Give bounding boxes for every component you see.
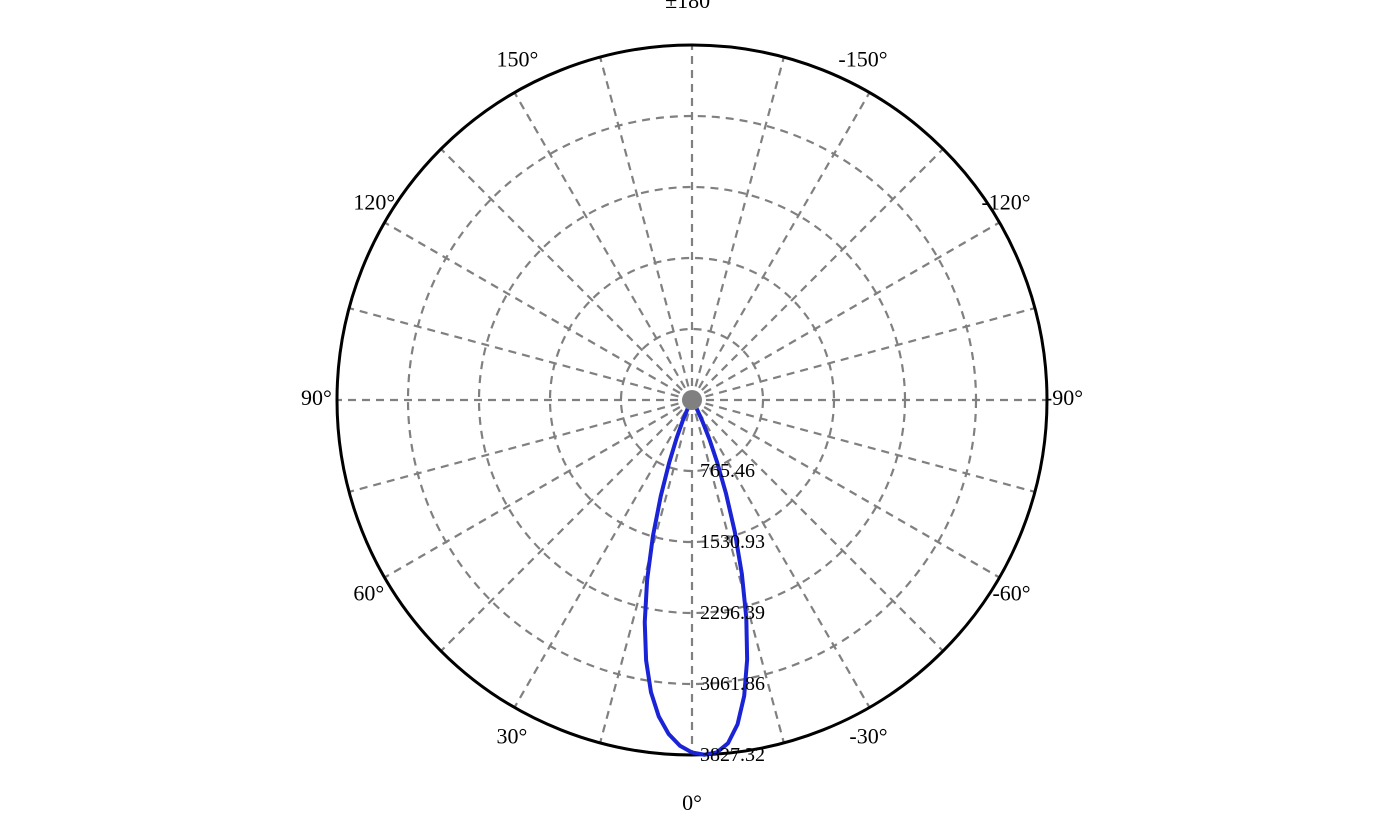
radial-tick-label: 765.46 [700, 460, 755, 482]
angle-tick-label: -120° [981, 190, 1030, 215]
angle-tick-label: 120° [353, 190, 395, 215]
angle-tick-label: -150° [838, 46, 887, 71]
angle-tick-label: 30° [497, 724, 528, 749]
angle-tick-label: -30° [849, 724, 887, 749]
radial-tick-label: 1530.93 [700, 531, 765, 553]
radial-tick-label: 3827.32 [700, 744, 765, 766]
angle-tick-label: 60° [353, 581, 384, 606]
angle-tick-label: -90° [1045, 385, 1083, 410]
center-dot [682, 390, 702, 410]
angle-tick-label: 0° [682, 790, 702, 815]
radial-tick-label: 3061.86 [700, 673, 765, 695]
angle-tick-label: 90° [301, 385, 332, 410]
polar-chart: 765.46 1530.93 2296.39 3061.86 3827.32 0° 30° 6… [0, 0, 1384, 820]
angle-tick-label: 150° [497, 46, 539, 71]
angle-tick-label: -60° [992, 581, 1030, 606]
angle-tick-label: ±180° [665, 0, 719, 13]
radial-tick-label: 2296.39 [700, 602, 765, 624]
